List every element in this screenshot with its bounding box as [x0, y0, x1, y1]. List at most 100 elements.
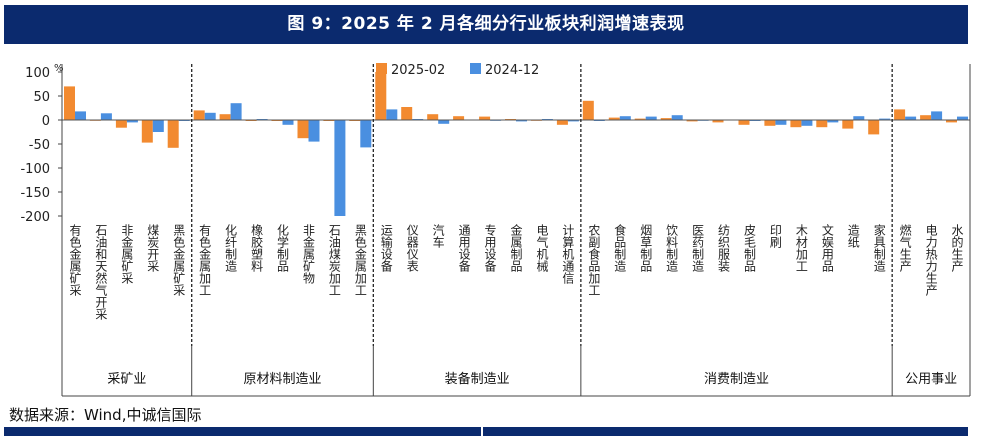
- y-tick-label: 100: [25, 66, 50, 81]
- bar-series1: [816, 120, 828, 128]
- category-label: 黑色金属矿采: [172, 224, 186, 296]
- axes-layer: [58, 64, 971, 397]
- category-label: 橡胶塑料: [250, 224, 264, 272]
- bottom-bar-divider: [481, 427, 483, 436]
- bar-series2: [126, 120, 138, 123]
- category-label: 饮料制造: [665, 224, 679, 272]
- bar-series2: [360, 120, 372, 148]
- category-label: 电气机械: [535, 224, 549, 272]
- category-label: 水的生产: [950, 224, 964, 273]
- category-label: 黑色金属加工: [353, 224, 367, 296]
- legend-label: 2024-12: [485, 63, 539, 78]
- title-banner: 图 9：2025 年 2 月各细分行业板块利润增速表现: [4, 5, 968, 44]
- bar-series2: [567, 120, 579, 122]
- y-tick-label: -100: [20, 162, 50, 177]
- bar-series1: [141, 120, 153, 143]
- category-label: 金属制品: [509, 223, 523, 272]
- category-label: 木材加工: [794, 224, 808, 272]
- category-label: 化纤制造: [224, 224, 238, 272]
- bar-series1: [219, 114, 231, 120]
- bar-series1: [401, 107, 413, 120]
- category-label: 造纸: [846, 224, 860, 249]
- bar-series1: [686, 120, 698, 122]
- bar-series2: [931, 111, 943, 120]
- bar-series1: [634, 118, 646, 120]
- bar-series2: [645, 116, 657, 120]
- category-label: 家具制造: [872, 223, 886, 272]
- legend: 2025-02 2024-12: [376, 63, 539, 78]
- category-label: 皮毛制品: [742, 224, 756, 272]
- bar-series2: [282, 120, 294, 125]
- bar-series1: [427, 114, 439, 120]
- category-label: 通用设备: [457, 224, 471, 273]
- category-label: 燃气生产: [898, 223, 912, 273]
- category-label: 化学制品: [276, 224, 290, 272]
- legend-swatch: [470, 63, 481, 74]
- bar-series1: [64, 86, 75, 120]
- bar-series2: [957, 116, 968, 120]
- figure-title: 图 9：2025 年 2 月各细分行业板块利润增速表现: [287, 14, 685, 34]
- bar-series1: [297, 120, 309, 139]
- category-label: 电力热力生产: [924, 224, 938, 297]
- bar-series1: [868, 120, 880, 135]
- category-label: 汽车: [431, 223, 445, 249]
- group-label: 公用事业: [905, 372, 957, 387]
- category-label: 石油煤炭加工: [327, 224, 341, 296]
- category-label: 有色金属加工: [198, 224, 212, 296]
- category-label: 煤炭开采: [146, 224, 160, 272]
- bar-series1: [479, 116, 491, 120]
- legend-label: 2025-02: [391, 63, 445, 78]
- bar-series1: [660, 118, 672, 120]
- bar-series1: [608, 117, 620, 120]
- bars-layer: [64, 72, 968, 216]
- bar-series2: [100, 113, 112, 120]
- y-tick-label: -150: [20, 186, 50, 201]
- category-label: 非金属矿物: [301, 224, 315, 284]
- category-label: 食品制造: [613, 223, 627, 272]
- bar-series2: [827, 120, 839, 123]
- bar-series1: [790, 120, 802, 128]
- bar-series1: [842, 120, 854, 129]
- category-label: 运输设备: [379, 224, 393, 273]
- category-label: 石油和天然气开采: [94, 224, 108, 320]
- group-label: 消费制造业: [704, 372, 769, 387]
- bar-series2: [152, 120, 164, 132]
- category-label: 计算机通信: [561, 224, 575, 285]
- bar-series2: [853, 116, 865, 120]
- bar-series1: [453, 116, 465, 120]
- y-tick-label: -50: [29, 138, 50, 153]
- category-label: 印刷: [768, 224, 782, 248]
- bar-series1: [582, 100, 594, 120]
- bar-series1: [167, 120, 179, 148]
- category-label: 专用设备: [483, 223, 497, 273]
- category-label: 医药制造: [691, 224, 705, 272]
- bar-series2: [204, 112, 216, 120]
- bar-series1: [193, 110, 205, 120]
- y-tick-label: 0: [42, 114, 50, 129]
- bar-series2: [230, 103, 242, 120]
- group-label: 采矿业: [107, 372, 146, 387]
- bar-series2: [334, 120, 346, 216]
- bar-series1: [712, 120, 724, 123]
- bar-series2: [308, 120, 320, 142]
- bar-series1: [738, 120, 750, 125]
- bar-series1: [946, 120, 957, 123]
- bar-series1: [375, 72, 387, 120]
- legend-swatch: [376, 63, 387, 74]
- bar-series2: [438, 120, 450, 124]
- bar-series1: [894, 109, 906, 120]
- bar-series1: [556, 120, 568, 125]
- bar-series1: [920, 115, 932, 120]
- bar-series2: [879, 118, 891, 120]
- bar-series1: [764, 120, 776, 126]
- group-label: 原材料制造业: [244, 372, 322, 387]
- category-label: 烟草制品: [639, 224, 653, 272]
- category-label: 仪器仪表: [405, 224, 419, 272]
- bar-series2: [516, 120, 527, 122]
- bar-series2: [386, 109, 398, 120]
- category-label: 有色金属矿采: [68, 224, 82, 296]
- bar-series2: [619, 116, 631, 120]
- bar-series1: [115, 120, 127, 128]
- category-label: 农副食品加工: [587, 224, 601, 296]
